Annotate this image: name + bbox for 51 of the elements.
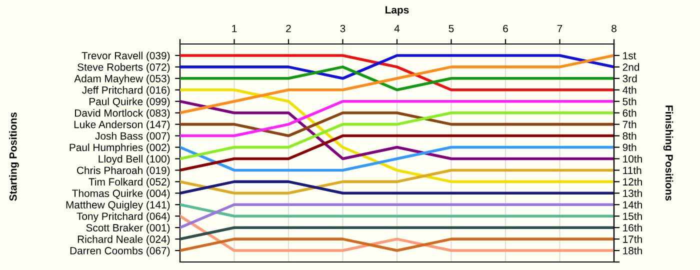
y2-tick-label: 4th — [622, 86, 636, 94]
line-series — [180, 54, 614, 114]
x-tick-label: 4 — [394, 24, 400, 32]
category-label: Richard Neale (024) — [78, 235, 170, 245]
y2-axis-title: Finishing Positions — [663, 106, 674, 201]
y2-tick-label: 15th — [623, 212, 642, 220]
y2-tick-label: 9th — [622, 143, 636, 152]
y2-tick-label: 7th — [622, 120, 636, 128]
x-tick-label: 8 — [612, 24, 616, 32]
y2-tick-label: 6th — [622, 109, 636, 117]
category-label: Lloyd Bell (100) — [98, 154, 170, 165]
x-axis-title: Laps — [386, 6, 409, 16]
category-label: Luke Anderson (147) — [74, 120, 170, 130]
x-tick-label: 3 — [340, 24, 346, 32]
y2-tick-label: 5th — [622, 98, 636, 106]
line-series — [180, 88, 614, 184]
category-label: Thomas Quirke (004) — [72, 189, 170, 200]
category-label: Steve Roberts (072) — [78, 63, 170, 73]
x-tick-label: 6 — [503, 24, 508, 32]
y2-tick-label: 14th — [623, 200, 642, 208]
category-label: David Mortlock (083) — [75, 109, 170, 119]
line-series — [180, 100, 614, 160]
category-label: Josh Bass (007) — [95, 132, 170, 142]
category-label: Jeff Pritchard (016) — [82, 86, 170, 96]
y2-tick-label: 16th — [623, 224, 642, 232]
category-label: Scott Braker (001) — [86, 224, 170, 234]
line-series — [180, 111, 614, 160]
y2-tick-label: 11th — [623, 166, 642, 174]
y2-tick-label: 1st — [623, 52, 636, 60]
category-label: Matthew Quigley (141) — [66, 200, 170, 211]
y2-tick-label: 3rd — [622, 74, 637, 82]
category-label: Paul Quirke (099) — [90, 98, 170, 108]
category-label: Darren Coombs (067) — [70, 246, 170, 256]
category-label: Tim Folkard (052) — [88, 178, 170, 188]
category-label: Tony Pritchard (064) — [76, 212, 170, 222]
category-label: Paul Humphries (002) — [70, 143, 170, 154]
category-label: Chris Pharoah (019) — [77, 166, 170, 176]
x-tick-label: 1 — [232, 24, 237, 32]
y2-tick-label: 12th — [623, 178, 642, 186]
x-tick-label: 5 — [448, 24, 454, 32]
y2-tick-label: 18th — [623, 246, 642, 254]
y2-tick-label: 8th — [622, 132, 636, 140]
text: Starting Positions — [9, 112, 19, 201]
category-label: Trevor Ravell (039) — [82, 52, 170, 62]
y2-tick-label: 17th — [623, 235, 642, 243]
y2-tick-label: 2nd — [622, 63, 640, 71]
y2-tick-label: 10th — [623, 154, 642, 163]
y2-tick-label: 13th — [623, 189, 642, 198]
x-tick-label: 7 — [557, 24, 562, 32]
category-label: Adam Mayhew (053) — [74, 74, 170, 84]
x-tick-label: 2 — [286, 24, 291, 32]
